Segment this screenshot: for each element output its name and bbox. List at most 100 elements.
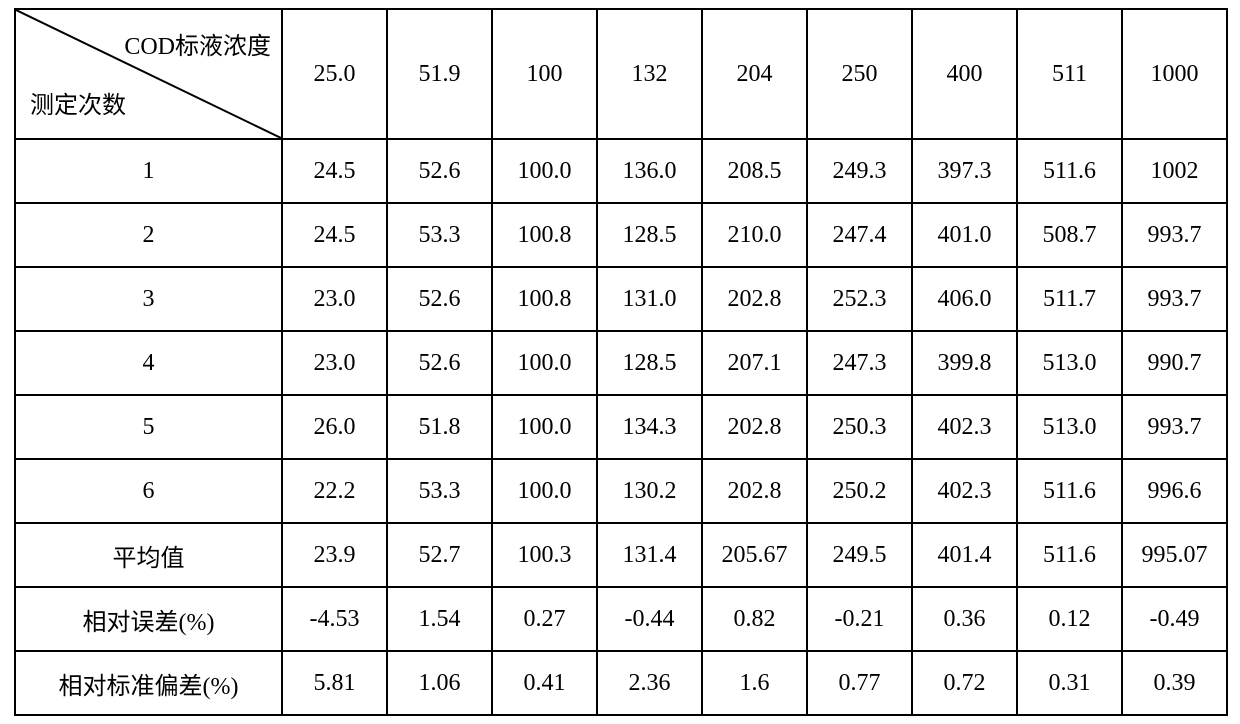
cell: 53.3 [387,203,492,267]
cell: 202.8 [702,395,807,459]
table-row: 4 23.0 52.6 100.0 128.5 207.1 247.3 399.… [15,331,1227,395]
cell: 100.8 [492,203,597,267]
cell: 990.7 [1122,331,1227,395]
cell: 2.36 [597,651,702,715]
cell: 250.3 [807,395,912,459]
cell: 247.4 [807,203,912,267]
col-header: 511 [1017,9,1122,139]
cell: 0.77 [807,651,912,715]
row-label: 1 [15,139,282,203]
cell: 52.6 [387,331,492,395]
header-top-label: COD标液浓度 [86,26,271,61]
cell: 1002 [1122,139,1227,203]
table-row: 6 22.2 53.3 100.0 130.2 202.8 250.2 402.… [15,459,1227,523]
cell: 128.5 [597,203,702,267]
cell: 0.36 [912,587,1017,651]
table-row: 平均值 23.9 52.7 100.3 131.4 205.67 249.5 4… [15,523,1227,587]
cell: 26.0 [282,395,387,459]
cell: 993.7 [1122,395,1227,459]
cell: 406.0 [912,267,1017,331]
cell: 993.7 [1122,203,1227,267]
cell: 1.6 [702,651,807,715]
cell: 52.6 [387,267,492,331]
cell: 0.27 [492,587,597,651]
row-label: 6 [15,459,282,523]
cell: -0.49 [1122,587,1227,651]
col-header: 204 [702,9,807,139]
cell: 511.7 [1017,267,1122,331]
cell: 22.2 [282,459,387,523]
cell: 402.3 [912,459,1017,523]
col-header: 1000 [1122,9,1227,139]
cell: 508.7 [1017,203,1122,267]
cell: 23.0 [282,267,387,331]
cell: 100.8 [492,267,597,331]
cell: 995.07 [1122,523,1227,587]
row-label: 平均值 [15,523,282,587]
header-bottom-label: 测定次数 [30,85,126,120]
table-row: 相对标准偏差(%) 5.81 1.06 0.41 2.36 1.6 0.77 0… [15,651,1227,715]
cell: 0.12 [1017,587,1122,651]
cell: 208.5 [702,139,807,203]
col-header: 100 [492,9,597,139]
cell: 100.0 [492,139,597,203]
row-label: 相对误差(%) [15,587,282,651]
table-row: 相对误差(%) -4.53 1.54 0.27 -0.44 0.82 -0.21… [15,587,1227,651]
row-label: 相对标准偏差(%) [15,651,282,715]
cell: 1.54 [387,587,492,651]
cell: 249.3 [807,139,912,203]
table-row: 5 26.0 51.8 100.0 134.3 202.8 250.3 402.… [15,395,1227,459]
cell: 511.6 [1017,139,1122,203]
cell: 130.2 [597,459,702,523]
cell: 0.41 [492,651,597,715]
cell: 100.3 [492,523,597,587]
cell: 401.4 [912,523,1017,587]
col-header: 400 [912,9,1017,139]
table-row: 2 24.5 53.3 100.8 128.5 210.0 247.4 401.… [15,203,1227,267]
cell: 100.0 [492,395,597,459]
cell: 249.5 [807,523,912,587]
cell: 0.82 [702,587,807,651]
cell: 996.6 [1122,459,1227,523]
cell: 24.5 [282,203,387,267]
cell: 100.0 [492,459,597,523]
cell: 247.3 [807,331,912,395]
col-header: 132 [597,9,702,139]
cell: 131.0 [597,267,702,331]
cell: 401.0 [912,203,1017,267]
cell: 397.3 [912,139,1017,203]
cell: -4.53 [282,587,387,651]
cell: 205.67 [702,523,807,587]
cell: -0.21 [807,587,912,651]
cell: 131.4 [597,523,702,587]
cell: 0.31 [1017,651,1122,715]
cell: 402.3 [912,395,1017,459]
diagonal-header-cell: COD标液浓度 测定次数 [15,9,282,139]
cell: 0.72 [912,651,1017,715]
cell: 210.0 [702,203,807,267]
cell: 513.0 [1017,395,1122,459]
cell: 128.5 [597,331,702,395]
cell: 23.0 [282,331,387,395]
cell: 136.0 [597,139,702,203]
cell: 53.3 [387,459,492,523]
cell: -0.44 [597,587,702,651]
cell: 0.39 [1122,651,1227,715]
cell: 23.9 [282,523,387,587]
cell: 399.8 [912,331,1017,395]
col-header: 25.0 [282,9,387,139]
cell: 513.0 [1017,331,1122,395]
cell: 51.8 [387,395,492,459]
cell: 250.2 [807,459,912,523]
row-label: 5 [15,395,282,459]
table-row: 3 23.0 52.6 100.8 131.0 202.8 252.3 406.… [15,267,1227,331]
row-label: 3 [15,267,282,331]
row-label: 2 [15,203,282,267]
cell: 202.8 [702,459,807,523]
cell: 511.6 [1017,523,1122,587]
col-header: 51.9 [387,9,492,139]
cell: 202.8 [702,267,807,331]
cell: 207.1 [702,331,807,395]
cell: 5.81 [282,651,387,715]
cell: 993.7 [1122,267,1227,331]
